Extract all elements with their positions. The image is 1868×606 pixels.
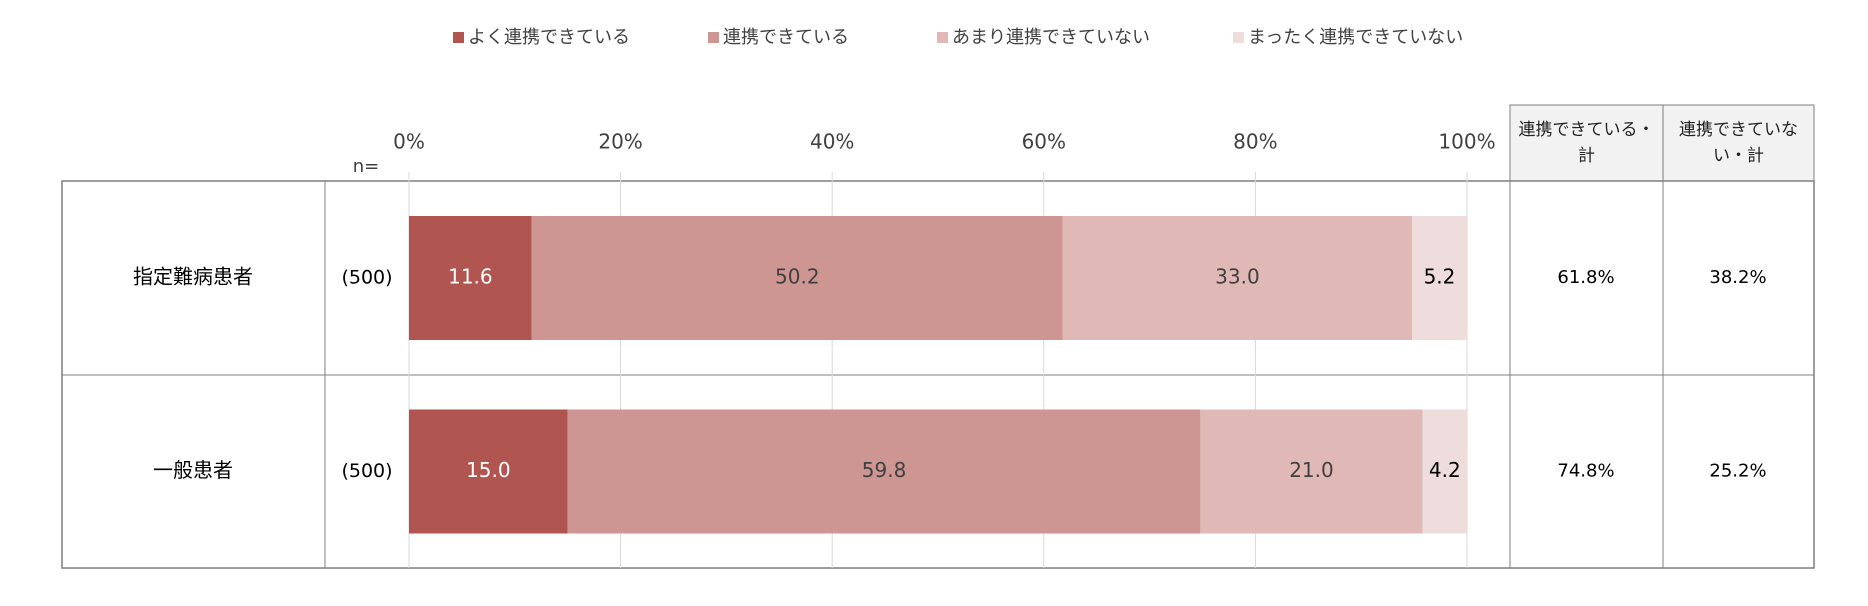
x-tick-label: 80% (1233, 130, 1277, 154)
legend-swatch (937, 32, 948, 43)
data-label: 59.8 (862, 458, 907, 482)
bar-segment (1422, 409, 1467, 534)
table-header: 連携できている・計 (1518, 120, 1655, 166)
legend-swatch (453, 32, 464, 43)
data-label: 4.2 (1429, 458, 1461, 482)
n-label: n= (353, 156, 380, 177)
x-tick-label: 100% (1438, 130, 1495, 154)
category-label: 一般患者 (153, 458, 233, 482)
legend-label: まったく連携できていない (1248, 27, 1463, 48)
table-cell: 25.2% (1709, 461, 1766, 482)
data-label: 5.2 (1424, 265, 1456, 289)
n-value: (500) (341, 267, 392, 289)
table-header-box (1509, 104, 1815, 182)
bar-segment (1200, 409, 1423, 534)
bar-segment (409, 409, 568, 534)
legend-label: あまり連携できていない (952, 27, 1150, 48)
x-tick-label: 60% (1022, 130, 1066, 154)
table-cell: 74.8% (1557, 461, 1614, 482)
x-tick-label: 0% (393, 130, 425, 154)
legend-swatch (708, 32, 719, 43)
category-label: 指定難病患者 (133, 265, 253, 289)
bar-segment (531, 216, 1063, 340)
legend-label: よく連携できている (468, 27, 630, 48)
legend-swatch (1233, 32, 1244, 43)
x-tick-label: 20% (598, 130, 642, 154)
bar-segment (567, 409, 1201, 534)
data-label: 15.0 (466, 458, 511, 482)
bar-segment (1062, 216, 1412, 340)
data-label: 11.6 (448, 265, 493, 289)
data-label: 33.0 (1215, 265, 1260, 289)
legend-label: 連携できている (723, 27, 849, 48)
table-header: 連携できていない・計 (1679, 120, 1798, 166)
data-label: 21.0 (1289, 458, 1334, 482)
x-tick-label: 40% (810, 130, 854, 154)
bar-segment (409, 216, 532, 340)
table-cell: 61.8% (1557, 267, 1614, 288)
bar-segment (1411, 216, 1467, 340)
n-value: (500) (341, 460, 392, 482)
data-label: 50.2 (775, 265, 820, 289)
table-cell: 38.2% (1709, 267, 1766, 288)
